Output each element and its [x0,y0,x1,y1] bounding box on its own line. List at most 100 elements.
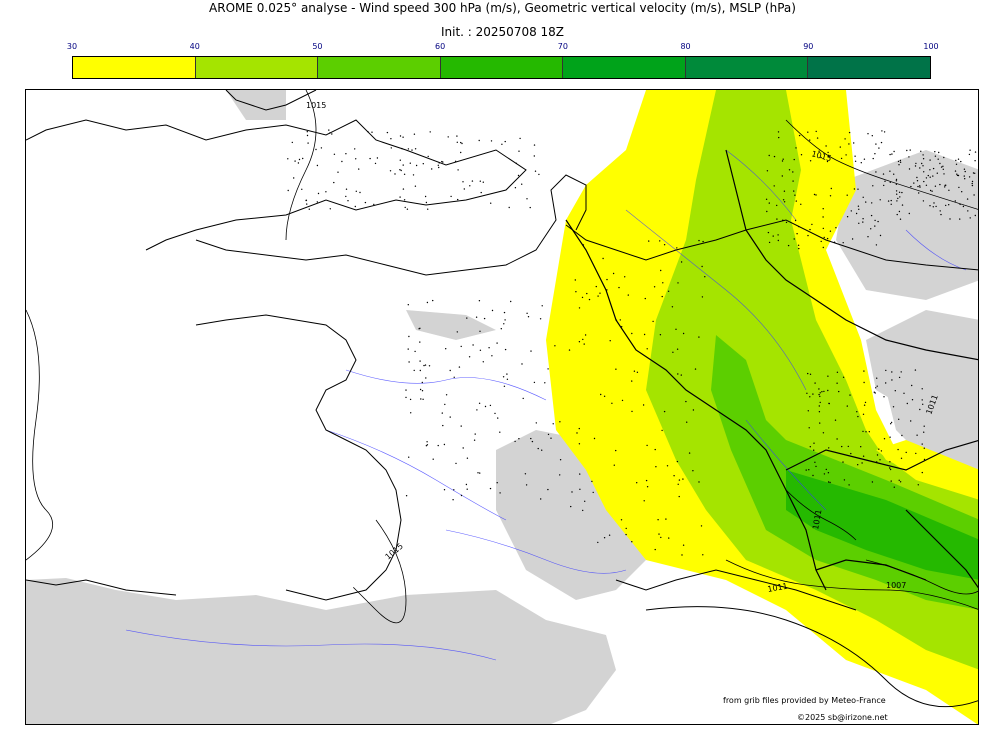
stipple-dot [819,392,821,394]
wind-speed-fill [546,90,978,724]
stipple-dot [454,160,457,162]
stipple-dot [407,304,409,306]
stipple-dot [518,150,520,152]
stipple-dot [795,200,797,202]
stipple-dot [781,175,783,177]
stipple-dot [909,149,911,151]
stipple-dot [862,196,864,198]
stipple-dot [517,174,520,177]
stipple-dot [533,144,536,146]
stipple-dot [441,160,443,163]
stipple-dot [857,188,859,190]
stipple-dot [777,239,779,242]
stipple-dot [820,156,822,159]
stipple-dot [453,376,455,378]
stipple-dot [876,385,878,387]
stipple-dot [880,141,883,144]
stipple-dot [462,181,464,183]
stipple-dot [873,391,875,393]
stipple-dot [665,518,667,520]
stipple-dot [447,136,449,138]
stipple-dot [841,445,843,448]
stipple-dot [910,420,912,422]
stipple-dot [308,208,310,210]
stipple-dot [968,153,971,156]
coastlines [26,90,978,708]
stipple-dot [944,186,946,188]
stipple-dot [797,244,800,246]
stipple-dot [525,484,528,486]
stipple-dot [969,217,971,219]
stipple-dot [954,170,957,172]
stipple-dot [908,212,910,215]
stipple-dot [584,500,586,502]
stipple-dot [768,154,770,157]
stipple-dot [890,423,892,425]
stipple-dot [490,202,492,204]
stipple-dot [620,519,623,521]
stipple-dot [676,247,678,249]
stipple-dot [896,200,898,202]
stipple-dot [468,356,471,358]
stipple-dot [394,173,396,175]
stipple-dot [857,464,859,466]
stipple-dot [935,205,937,208]
stipple-dot [645,479,648,482]
stipple-dot [660,269,662,272]
stipple-dot [480,191,482,194]
stipple-dot [559,459,562,461]
stipple-dot [403,173,406,175]
stipple-dot [796,233,798,235]
stipple-dot [829,481,831,484]
stipple-dot [783,201,786,203]
stipple-dot [969,149,971,151]
stipple-dot [922,165,924,167]
stipple-dot [676,460,679,463]
stipple-dot [768,241,771,244]
stipple-dot [631,380,633,382]
stipple-dot [586,292,588,295]
stipple-dot [489,487,492,490]
stipple-dot [409,162,411,164]
stipple-dot [550,437,552,439]
stipple-dot [778,136,780,139]
stipple-dot [297,162,300,164]
stipple-dot [901,204,904,206]
stipple-dot [673,475,675,477]
stipple-dot [895,190,898,192]
stipple-dot [544,382,546,384]
stipple-dot [508,206,510,209]
stipple-dot [854,155,856,157]
stipple-dot [861,462,863,464]
stipple-dot [919,408,921,411]
stipple-dot [929,205,931,207]
stipple-dot [833,241,836,243]
stipple-dot [897,160,900,163]
stipple-dot [530,350,532,352]
stipple-dot [890,199,892,202]
stipple-dot [870,228,872,230]
stipple-dot [819,422,821,424]
stipple-dot [619,319,621,321]
stipple-dot [653,286,656,288]
stipple-dot [584,334,587,336]
stipple-dot [936,172,938,174]
stipple-dot [891,153,893,155]
stipple-dot [437,444,439,447]
stipple-dot [890,203,892,205]
stipple-dot [421,390,424,392]
stipple-dot [682,544,685,546]
stipple-dot [816,137,819,139]
colorbar-segment [563,57,686,78]
stipple-dot [500,328,502,330]
rivers [125,149,967,661]
stipple-dot [809,160,812,162]
stipple-dot [608,534,611,536]
stipple-dot [893,173,895,175]
stipple-dot [842,461,844,463]
stipple-dot [917,484,919,486]
stipple-dot [390,138,392,140]
stipple-dot [954,200,956,202]
stipple-dot [807,410,809,412]
stipple-dot [355,158,357,160]
